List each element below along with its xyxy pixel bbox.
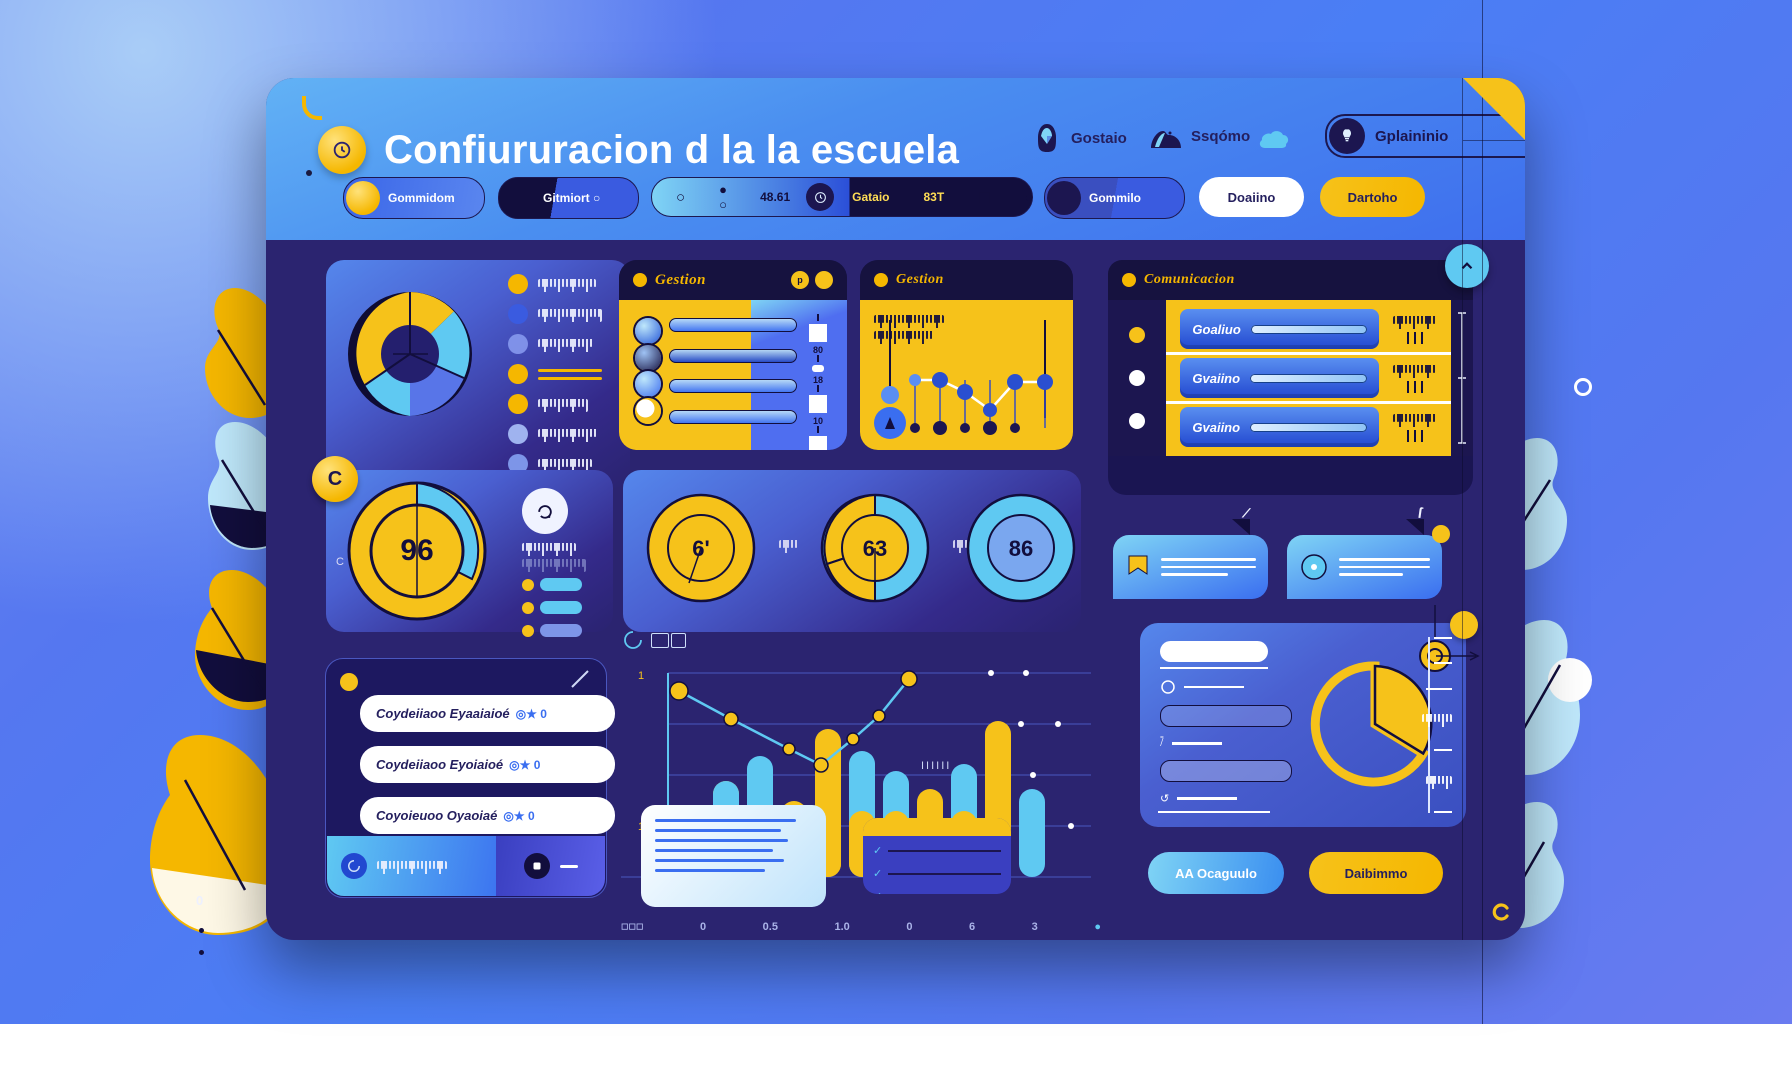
svg-text:63: 63 [863,536,887,561]
svg-text:1: 1 [638,670,644,682]
svg-text:IIIIII: IIIIII [921,760,951,772]
svg-text:6': 6' [692,536,709,561]
svg-text:96: 96 [400,534,433,567]
svg-text:86: 86 [1009,536,1033,561]
